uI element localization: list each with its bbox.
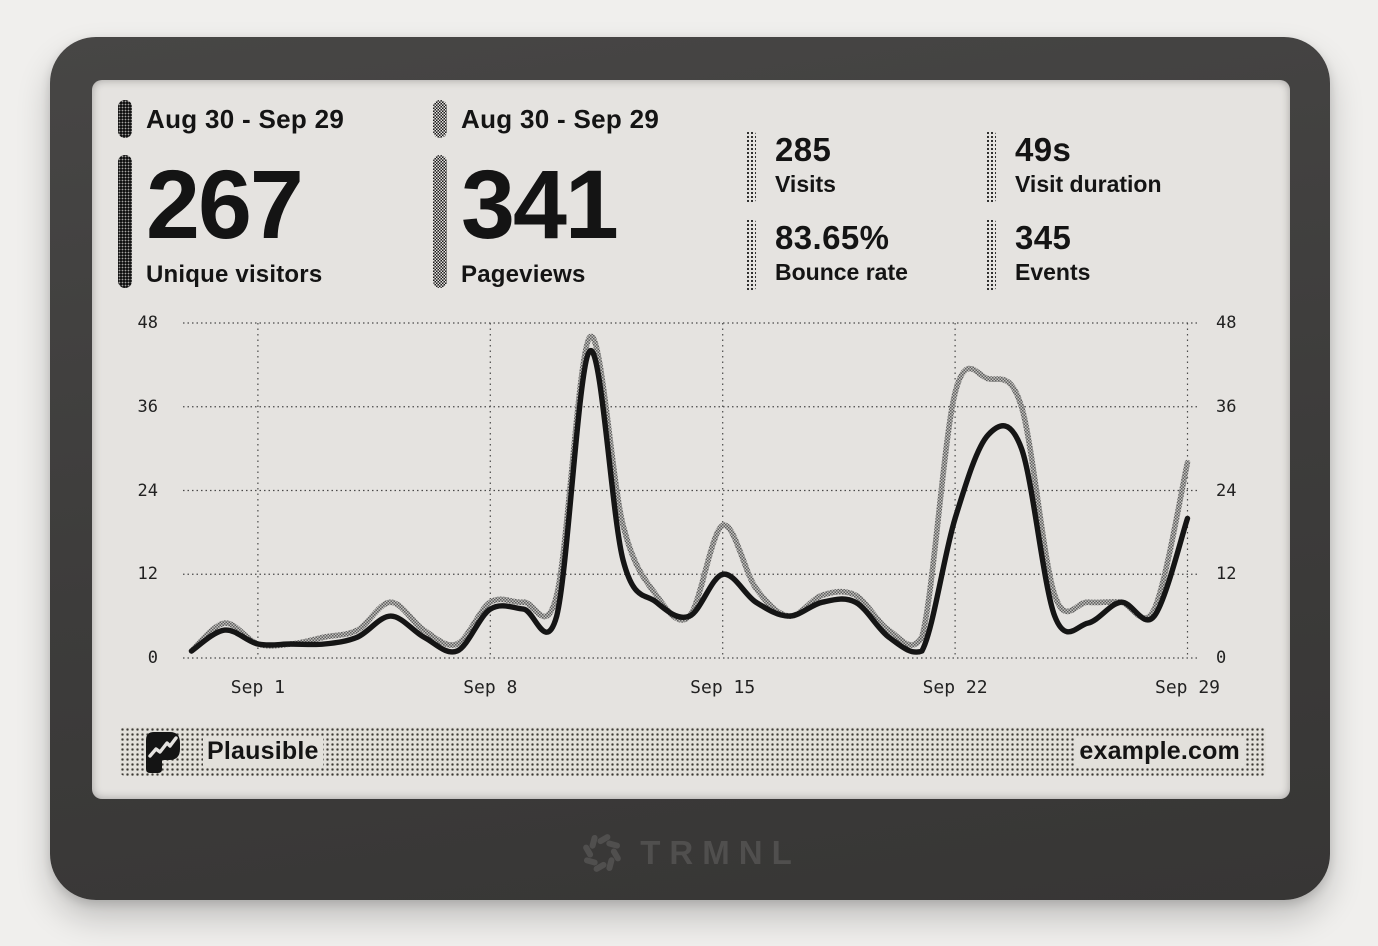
y-axis-label-right: 36 [1216, 396, 1237, 417]
y-axis-label-left: 24 [137, 480, 158, 501]
stat-bounce-rate: 83.65% Bounce rate [746, 219, 908, 291]
trmnl-wordmark: TRMNL [640, 834, 801, 871]
pageviews-label: Pageviews [461, 261, 586, 288]
footer-bar: Plausible example.com [120, 727, 1266, 776]
plausible-logo-icon [146, 732, 180, 773]
stat-accent-bar-dark [118, 155, 132, 288]
stat-unique-visitors: Aug 30 - Sep 29 267 Unique visitors [118, 100, 344, 289]
y-axis-label-left: 0 [147, 648, 158, 668]
trmnl-spinner-icon [579, 830, 625, 876]
stat-accent-bar-dotted [746, 219, 756, 291]
events-value: 345 [1015, 219, 1072, 256]
y-axis-label-left: 48 [137, 313, 158, 333]
x-axis-label: Sep 1 [230, 677, 285, 698]
events-label: Events [1015, 259, 1091, 285]
unique-visitors-label: Unique visitors [146, 261, 323, 288]
chart-gridlines [183, 322, 1200, 659]
y-axis-label-right: 24 [1216, 480, 1237, 501]
bounce-rate-label: Bounce rate [775, 259, 908, 285]
unique-visitors-value: 267 [146, 150, 304, 259]
date-range-label: Aug 30 - Sep 29 [146, 103, 345, 134]
y-axis-label-left: 36 [137, 396, 158, 417]
y-axis-label-left: 12 [137, 564, 158, 585]
pageviews-value: 341 [461, 150, 619, 259]
stat-accent-bar-dotted [986, 131, 996, 203]
visit-duration-value: 49s [1015, 131, 1072, 168]
stat-pageviews: Aug 30 - Sep 29 341 Pageviews [433, 100, 659, 289]
visitors-line-chart [183, 322, 1200, 659]
stat-accent-bar-gray [433, 155, 447, 288]
stat-visits: 285 Visits [746, 131, 836, 203]
unique-visitors-line [188, 348, 1191, 655]
date-range-label: Aug 30 - Sep 29 [461, 103, 660, 134]
bounce-rate-value: 83.65% [775, 219, 890, 256]
stat-visit-duration: 49s Visit duration [986, 131, 1162, 203]
pageviews-line [188, 334, 1191, 654]
x-axis-label: Sep 29 [1154, 677, 1221, 698]
date-range-bar-dark [118, 100, 132, 138]
chart-series [188, 334, 1191, 655]
footer-brand-label: Plausible [203, 736, 323, 767]
footer-site-label: example.com [1075, 736, 1244, 767]
y-axis-label-right: 0 [1216, 648, 1227, 668]
y-axis-label-right: 12 [1216, 564, 1237, 585]
stat-accent-bar-dotted [746, 131, 756, 203]
stat-accent-bar-dotted [986, 219, 996, 291]
bezel-branding: TRMNL [50, 828, 1330, 878]
visit-duration-label: Visit duration [1015, 171, 1162, 197]
visits-value: 285 [775, 131, 832, 168]
y-axis-label-right: 48 [1216, 313, 1237, 333]
trmnl-device-frame: Aug 30 - Sep 29 267 Unique visitors Aug … [50, 37, 1330, 900]
visits-label: Visits [775, 171, 836, 197]
date-range-bar-gray [433, 100, 447, 138]
x-axis-label: Sep 8 [463, 677, 518, 698]
stat-events: 345 Events [986, 219, 1090, 291]
x-axis-label: Sep 15 [690, 677, 756, 698]
eink-screen: Aug 30 - Sep 29 267 Unique visitors Aug … [92, 80, 1290, 799]
x-axis-label: Sep 22 [922, 677, 988, 698]
